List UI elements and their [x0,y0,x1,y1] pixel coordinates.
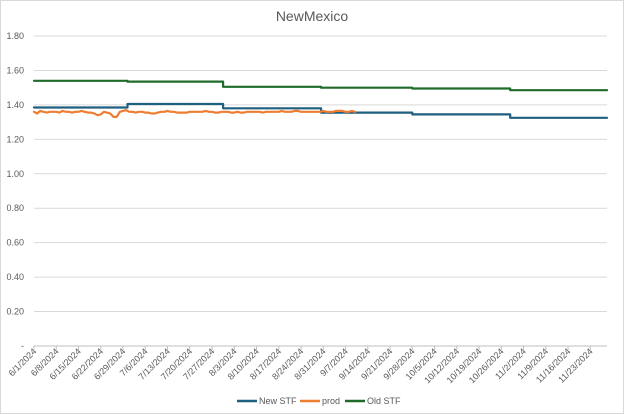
y-tick-label: 1.80 [6,31,24,41]
y-tick-label: 0.60 [6,238,24,248]
y-tick-label: - [21,341,24,351]
chart-title: NewMexico [276,8,349,24]
y-tick-label: 0.40 [6,272,24,282]
series-lines [32,79,609,119]
gridlines [34,35,607,347]
legend-label: New STF [259,396,297,406]
y-tick-label: 0.20 [6,307,24,317]
y-tick-label: 0.80 [6,203,24,213]
x-axis-ticks: 6/1/20246/8/20246/15/20246/22/20246/29/2… [7,346,595,385]
series-line-prod [32,109,357,118]
y-tick-label: 1.60 [6,65,24,75]
y-axis-ticks: - 0.20 0.40 0.60 0.80 1.00 1.20 1.40 1.60 1.80 [6,31,24,351]
y-tick-label: 1.40 [6,100,24,110]
legend-label: Old STF [367,396,401,406]
y-tick-label: 1.00 [6,169,24,179]
series-line-old-stf [32,79,609,92]
legend-label: prod [322,396,340,406]
legend: New STF prod Old STF [237,396,401,406]
y-tick-label: 1.20 [6,134,24,144]
